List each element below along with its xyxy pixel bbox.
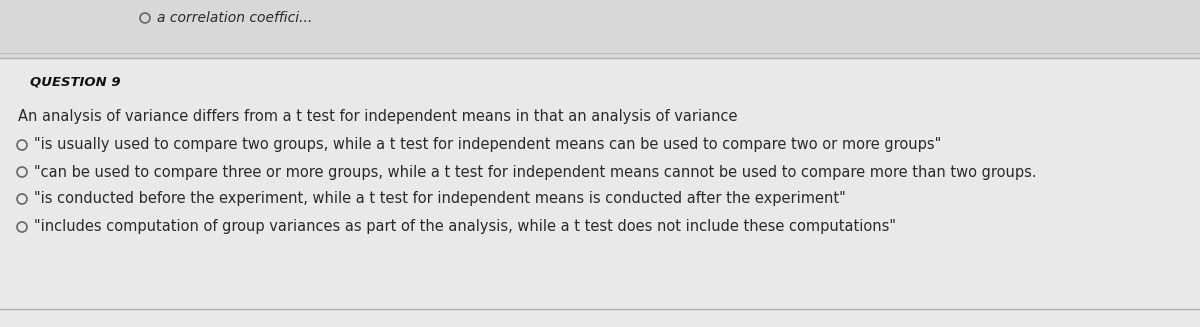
Text: QUESTION 9: QUESTION 9	[30, 76, 121, 89]
Bar	[0, 0, 1200, 58]
Text: "is usually used to compare two groups, while a t test for independent means can: "is usually used to compare two groups, …	[34, 137, 941, 152]
Text: An analysis of variance differs from a t test for independent means in that an a: An analysis of variance differs from a t…	[18, 110, 738, 125]
Bar	[0, 58, 1200, 327]
Text: a correlation coeffici...: a correlation coeffici...	[157, 11, 312, 25]
Text: "includes computation of group variances as part of the analysis, while a t test: "includes computation of group variances…	[34, 219, 896, 234]
Text: "can be used to compare three or more groups, while a t test for independent mea: "can be used to compare three or more gr…	[34, 164, 1037, 180]
Text: "is conducted before the experiment, while a t test for independent means is con: "is conducted before the experiment, whi…	[34, 192, 846, 206]
